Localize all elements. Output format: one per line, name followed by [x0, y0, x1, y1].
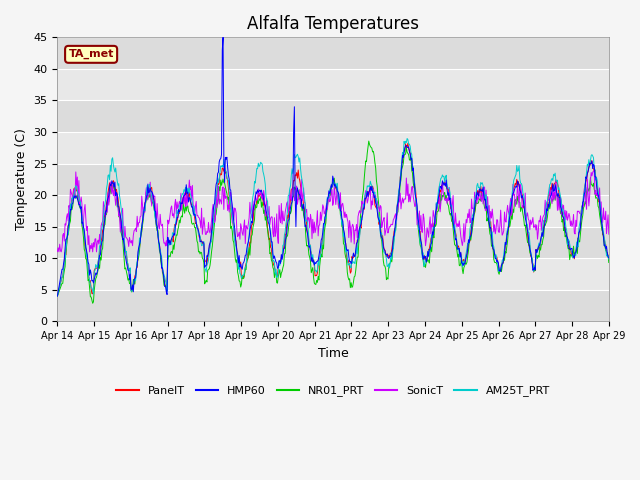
Bar: [58, 258, 609, 290]
Bar: [58, 290, 609, 321]
Bar: [58, 100, 609, 132]
Bar: [58, 227, 609, 258]
Bar: [58, 164, 609, 195]
Legend: PanelT, HMP60, NR01_PRT, SonicT, AM25T_PRT: PanelT, HMP60, NR01_PRT, SonicT, AM25T_P…: [112, 381, 554, 401]
Bar: [58, 69, 609, 100]
Y-axis label: Temperature (C): Temperature (C): [15, 128, 28, 230]
Bar: [58, 132, 609, 164]
Text: TA_met: TA_met: [68, 49, 114, 60]
Bar: [58, 37, 609, 69]
Bar: [58, 195, 609, 227]
X-axis label: Time: Time: [317, 347, 349, 360]
Title: Alfalfa Temperatures: Alfalfa Temperatures: [247, 15, 419, 33]
